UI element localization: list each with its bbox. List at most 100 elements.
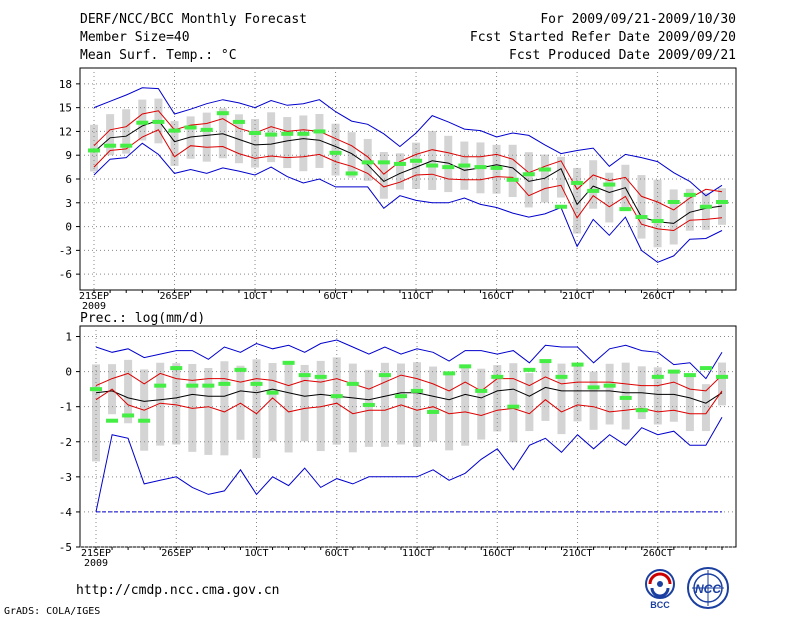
median-marker	[200, 127, 213, 132]
member-box	[347, 132, 356, 178]
member-box	[252, 359, 261, 459]
median-marker	[571, 362, 584, 367]
member-box	[589, 371, 598, 430]
median-marker	[683, 192, 696, 197]
bcc-logo-icon: BCC	[645, 569, 675, 610]
member-box	[300, 364, 309, 442]
member-box	[92, 364, 100, 462]
member-box	[444, 135, 453, 193]
x-tick-label: 26SEP	[159, 291, 189, 302]
median-marker	[571, 180, 584, 185]
y-tick-label: 3	[65, 197, 72, 210]
median-marker	[136, 120, 149, 125]
median-marker	[378, 373, 391, 378]
member-box	[556, 156, 565, 198]
median-marker	[170, 366, 183, 371]
median-marker	[249, 131, 262, 136]
member-box	[202, 112, 211, 162]
median-marker	[218, 381, 231, 386]
member-box	[653, 367, 662, 425]
median-marker	[507, 404, 520, 409]
member-box	[573, 362, 582, 422]
member-box	[605, 363, 614, 425]
x-year-label: 2009	[84, 558, 108, 569]
member-box	[701, 192, 710, 230]
member-box	[718, 362, 726, 406]
member-box	[379, 152, 388, 199]
y-tick-label: 0	[65, 366, 72, 379]
variable-label: Mean Surf. Temp.: °C	[80, 48, 237, 63]
median-marker	[362, 402, 375, 407]
median-marker	[651, 219, 664, 224]
median-marker	[474, 165, 487, 170]
median-marker	[232, 119, 245, 124]
x-tick-label: 6OCT	[325, 548, 349, 559]
median-marker	[104, 143, 117, 148]
y-tick-label: -1	[59, 401, 72, 414]
precipitation-panel: 1 0 -1 -2 -3 -4 -5 21SEP 26SEP 1OCT 6OCT 11OCT 16OCT…	[59, 325, 737, 569]
member-box	[685, 188, 694, 231]
median-marker	[313, 129, 326, 134]
ncc-logo-icon: NCC	[687, 567, 729, 609]
member-box	[524, 152, 533, 208]
x-tick-label: 1OCT	[243, 291, 267, 302]
member-box	[186, 116, 195, 159]
member-box	[461, 364, 470, 446]
median-marker	[106, 418, 119, 423]
member-box	[315, 113, 324, 168]
member-box	[331, 123, 340, 176]
median-marker	[216, 111, 229, 116]
member-box	[124, 359, 133, 424]
y-tick-label: -6	[59, 268, 72, 281]
member-box	[541, 359, 550, 421]
median-marker	[411, 388, 424, 393]
member-box	[268, 363, 277, 442]
bcc-logo-text: BCC	[650, 600, 670, 610]
member-box	[509, 363, 518, 443]
series-line-mean	[93, 119, 723, 224]
source-url[interactable]: http://cmdp.ncc.cma.gov.cn	[76, 583, 280, 598]
median-marker	[603, 182, 616, 187]
median-marker	[716, 199, 728, 204]
median-marker	[506, 177, 519, 182]
median-marker	[122, 413, 135, 418]
x-tick-label: 21SEP	[79, 291, 109, 302]
y-tick-label: 1	[65, 331, 72, 344]
y-tick-label: 9	[65, 149, 72, 162]
x-tick-label: 21SEP	[81, 548, 111, 559]
member-box	[204, 368, 213, 455]
median-marker	[138, 418, 151, 423]
median-marker	[202, 383, 215, 388]
y-tick-label: -5	[59, 541, 72, 554]
median-marker	[442, 165, 455, 170]
median-marker	[538, 167, 551, 172]
member-box	[605, 172, 614, 223]
x-year-label: 2009	[82, 301, 106, 312]
x-tick-label: 11OCT	[402, 548, 432, 559]
median-marker	[266, 390, 279, 395]
member-box	[106, 114, 115, 156]
y-tick-label: -4	[59, 506, 73, 519]
member-box	[429, 366, 438, 442]
median-marker	[667, 199, 680, 204]
member-box	[267, 112, 276, 163]
median-marker	[88, 148, 100, 153]
member-box	[170, 121, 179, 166]
median-marker	[635, 408, 648, 413]
median-marker	[345, 171, 358, 176]
series-line-min	[93, 142, 723, 263]
member-box	[525, 373, 534, 432]
median-marker	[699, 366, 712, 371]
member-box	[669, 189, 678, 245]
member-box	[283, 117, 292, 169]
member-box	[701, 384, 710, 432]
median-marker	[443, 371, 456, 376]
member-box	[380, 362, 389, 447]
series-line-min	[95, 416, 723, 513]
x-tick-label: 1OCT	[244, 548, 268, 559]
fcst-started-date: Fcst Started Refer Date 2009/09/20	[469, 30, 736, 45]
median-marker	[168, 128, 181, 133]
member-box	[557, 363, 566, 435]
y-tick-label: 15	[59, 102, 72, 115]
